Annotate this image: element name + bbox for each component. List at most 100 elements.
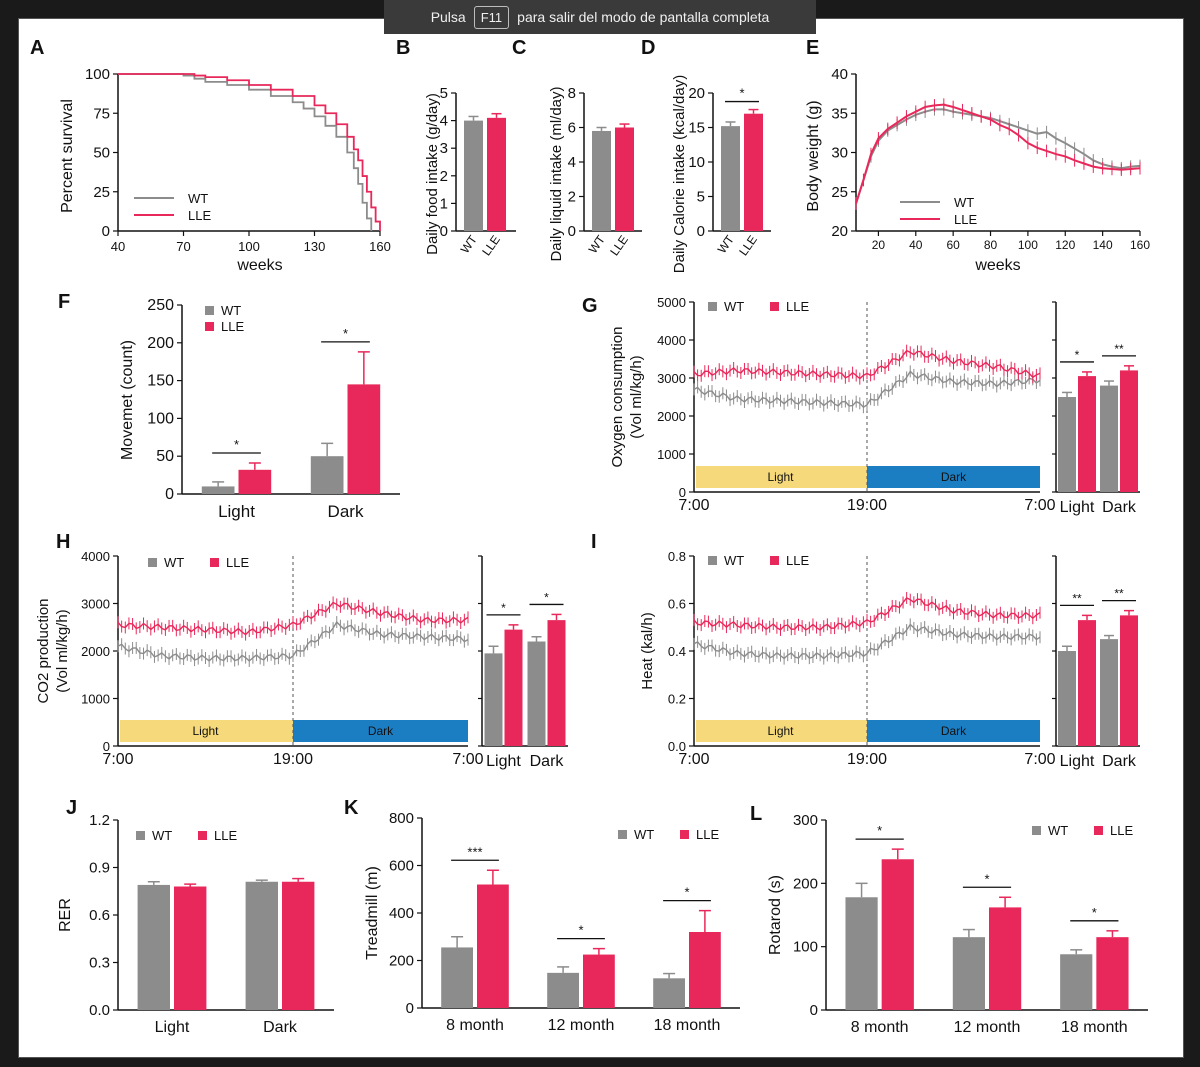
bar bbox=[881, 859, 914, 1010]
y-tick-label: 3000 bbox=[81, 597, 110, 612]
legend-label: WT bbox=[724, 553, 744, 568]
x-tick-label: 7:00 bbox=[678, 497, 709, 514]
summary-bar bbox=[1120, 615, 1138, 746]
y-tick-label: 5 bbox=[440, 85, 448, 102]
legend-label: LLE bbox=[226, 555, 249, 570]
x-tick-label: 19:00 bbox=[847, 497, 887, 514]
category-label: 18 month bbox=[1061, 1019, 1128, 1036]
panel-letter: B bbox=[396, 37, 410, 59]
category-label: LLE bbox=[736, 233, 760, 259]
category-label: Dark bbox=[263, 1019, 298, 1036]
legend-swatch bbox=[205, 306, 214, 315]
legend-swatch bbox=[136, 831, 145, 840]
summary-bar bbox=[1058, 651, 1076, 746]
significance-marker: * bbox=[684, 885, 689, 900]
banner-text-after: para salir del modo de pantalla completa bbox=[517, 9, 770, 25]
timecourse-wt bbox=[693, 623, 1041, 660]
legend-label: WT bbox=[634, 827, 654, 842]
legend-label: WT bbox=[164, 555, 184, 570]
fullscreen-banner: Pulsa F11 para salir del modo de pantall… bbox=[384, 0, 816, 34]
significance-marker: * bbox=[1075, 348, 1080, 362]
significance-marker: * bbox=[234, 437, 239, 452]
legend-label: LLE bbox=[786, 553, 809, 568]
light-phase-band bbox=[120, 720, 293, 742]
y-tick-label: 3 bbox=[440, 140, 448, 157]
x-tick-label: 120 bbox=[1055, 238, 1075, 252]
f11-key-icon: F11 bbox=[473, 5, 510, 29]
bar bbox=[547, 972, 579, 1008]
y-tick-label: 0.2 bbox=[668, 692, 686, 707]
x-tick-label: 100 bbox=[238, 239, 260, 254]
phase-label-dark: Dark bbox=[941, 724, 967, 738]
light-phase-band bbox=[696, 720, 867, 742]
y-axis-title: CO2 production bbox=[35, 598, 52, 703]
bar bbox=[744, 113, 763, 231]
y-tick-label: 1.2 bbox=[89, 812, 110, 829]
x-tick-label: 19:00 bbox=[847, 751, 887, 768]
y-tick-label: 0 bbox=[568, 223, 576, 240]
panel-letter: A bbox=[30, 37, 44, 59]
bar bbox=[245, 881, 278, 1010]
y-tick-label: 0 bbox=[406, 1000, 414, 1017]
x-axis-title: weeks bbox=[974, 257, 1020, 274]
phase-label-light: Light bbox=[767, 470, 794, 484]
x-tick-label: 160 bbox=[369, 239, 391, 254]
panel-letter: K bbox=[344, 797, 359, 819]
x-tick-label: 7:00 bbox=[1024, 497, 1055, 514]
x-tick-label: 7:00 bbox=[678, 751, 709, 768]
legend-label: LLE bbox=[188, 208, 211, 223]
summary-bar bbox=[1120, 370, 1138, 492]
summary-bar bbox=[527, 641, 546, 746]
legend-label: LLE bbox=[954, 212, 977, 227]
y-tick-label: 0 bbox=[810, 1002, 818, 1019]
y-tick-label: 0.3 bbox=[89, 955, 110, 972]
y-tick-label: 600 bbox=[389, 858, 414, 875]
y-tick-label: 1000 bbox=[81, 692, 110, 707]
bar bbox=[989, 907, 1022, 1010]
dark-phase-band bbox=[867, 720, 1040, 742]
x-tick-label: 7:00 bbox=[1024, 751, 1055, 768]
y-tick-label: 0.0 bbox=[89, 1002, 110, 1019]
legend-label: WT bbox=[1048, 823, 1068, 838]
y-tick-label: 100 bbox=[85, 66, 110, 83]
legend-swatch bbox=[198, 831, 207, 840]
category-label: 18 month bbox=[654, 1017, 721, 1034]
legend-swatch bbox=[680, 830, 689, 839]
light-phase-band bbox=[696, 466, 867, 488]
y-tick-label: 0 bbox=[103, 739, 110, 754]
significance-marker: * bbox=[343, 326, 348, 341]
legend-swatch bbox=[210, 558, 219, 567]
x-tick-label: 7:00 bbox=[102, 751, 133, 768]
x-tick-label: 19:00 bbox=[273, 751, 313, 768]
phase-label-dark: Dark bbox=[941, 470, 967, 484]
timecourse-wt bbox=[117, 620, 469, 662]
summary-bar bbox=[504, 629, 523, 746]
legend-label: LLE bbox=[786, 299, 809, 314]
category-label: WT bbox=[715, 232, 738, 256]
legend-swatch bbox=[205, 322, 214, 331]
panel-letter: H bbox=[56, 531, 70, 553]
y-tick-label: 100 bbox=[793, 939, 818, 956]
bar bbox=[310, 456, 344, 494]
y-axis-title: Daily liquid intake (ml/day) bbox=[548, 86, 565, 261]
y-tick-label: 75 bbox=[93, 105, 110, 122]
category-label: Dark bbox=[328, 502, 364, 521]
legend-label: WT bbox=[954, 195, 974, 210]
x-tick-label: 80 bbox=[984, 238, 998, 252]
legend-label: LLE bbox=[221, 319, 244, 334]
weight-curve-lle bbox=[855, 103, 1141, 204]
summary-bar bbox=[1100, 639, 1118, 746]
summary-category-label: Light bbox=[1060, 753, 1095, 770]
legend-swatch bbox=[148, 558, 157, 567]
category-label: WT bbox=[586, 232, 609, 256]
panel-letter: D bbox=[641, 37, 655, 59]
y-tick-label: 1 bbox=[440, 195, 448, 212]
x-tick-label: 160 bbox=[1130, 238, 1150, 252]
y-tick-label: 300 bbox=[793, 812, 818, 829]
significance-marker: * bbox=[1092, 905, 1097, 920]
timecourse-lle bbox=[693, 597, 1041, 631]
y-tick-label: 0.9 bbox=[89, 860, 110, 877]
legend-label: WT bbox=[152, 828, 172, 843]
summary-bar bbox=[1100, 385, 1118, 492]
